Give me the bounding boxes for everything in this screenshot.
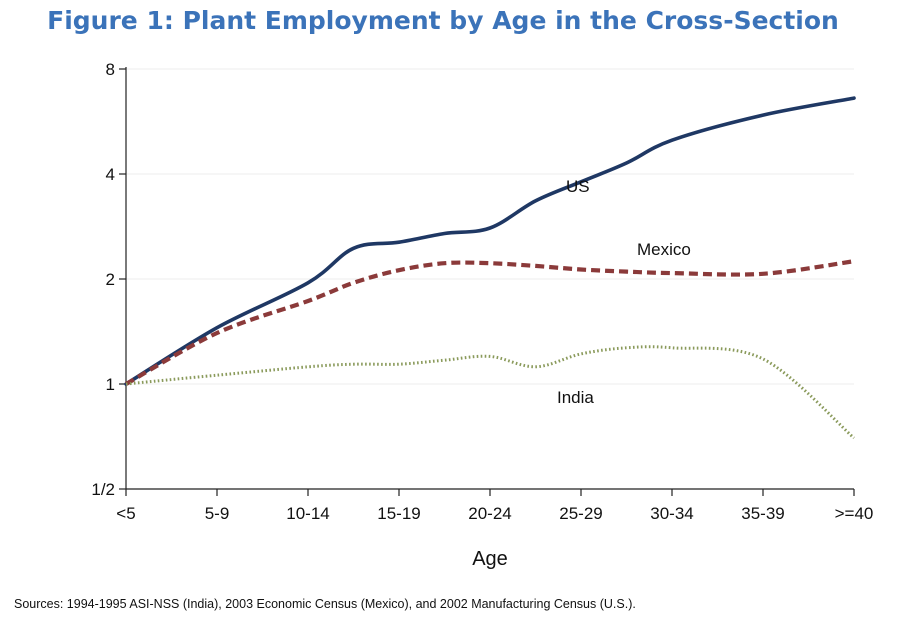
x-tick-label-5: 25-29 [559, 504, 602, 523]
x-tick-label-7: 35-39 [741, 504, 784, 523]
series-line-mexico [124, 259, 855, 386]
y-tick-label-3: 4 [106, 165, 115, 184]
x-tick-label-2: 10-14 [286, 504, 329, 523]
x-tick-label-3: 15-19 [377, 504, 420, 523]
y-tick-label-1: 1 [106, 375, 115, 394]
x-tick-label-4: 20-24 [468, 504, 511, 523]
y-tick-label-2: 2 [106, 270, 115, 289]
source-note: Sources: 1994-1995 ASI-NSS (India), 2003… [14, 597, 636, 611]
axes [125, 67, 854, 490]
series-line-us [124, 96, 856, 386]
gridlines [126, 68, 854, 385]
x-axis-title: Age [472, 548, 508, 570]
y-tick-label-4: 8 [106, 60, 115, 79]
x-tick-label-8: >=40 [835, 504, 874, 523]
series-lines [124, 96, 856, 440]
x-ticks: <5 5-9 10-14 15-19 20-24 25-29 30-34 35-39 >=40 [116, 489, 873, 523]
y-ticks: 1/2 1 2 4 8 [91, 60, 126, 499]
series-line-india [125, 345, 855, 440]
series-label-mexico: Mexico [637, 240, 691, 259]
series-label-india: India [557, 388, 594, 407]
series-label-us: US [566, 177, 590, 196]
figure-title: Figure 1: Plant Employment by Age in the… [47, 6, 839, 35]
x-tick-label-6: 30-34 [650, 504, 693, 523]
y-tick-label-0: 1/2 [91, 480, 115, 499]
x-tick-label-0: <5 [116, 504, 135, 523]
x-tick-label-1: 5-9 [205, 504, 230, 523]
